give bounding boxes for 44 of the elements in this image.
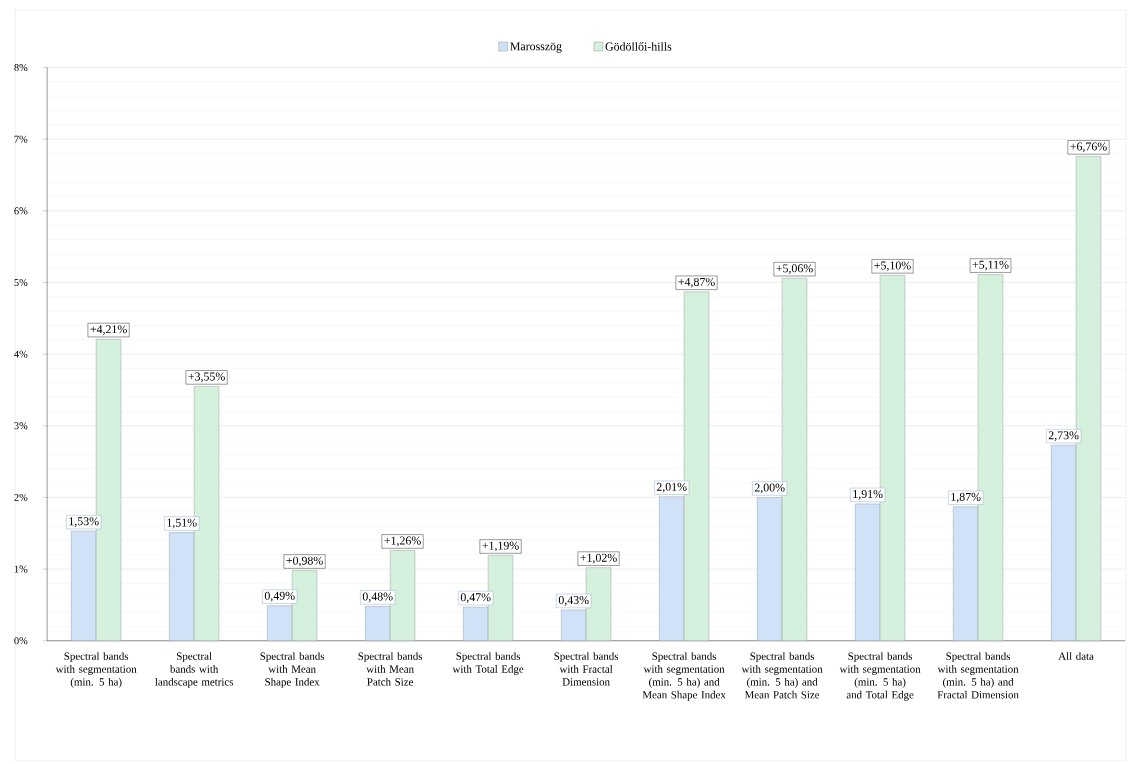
y-tick-label: 6% [14, 207, 28, 215]
x-tick-label: Spectral bands with segmentation (min. 5 ha) and Mean Patch Size [741, 652, 823, 699]
data-label: +5,11% [972, 260, 1009, 271]
data-label: +5,06% [776, 264, 813, 275]
x-tick-label: Spectral bands with segmentation (min. 5 ha) and Fractal Dimension [937, 652, 1019, 699]
y-tick-label: 0% [14, 637, 28, 645]
y-tick-label: 8% [14, 64, 28, 72]
x-tick-label: Spectral bands with Mean Shape Index [260, 652, 325, 688]
x-tick-label: Spectral bands with Fractal Dimension [554, 652, 619, 686]
y-tick-label: 1% [14, 565, 28, 573]
data-label: 1,51% [167, 518, 197, 529]
x-tick-label: Spectral bands with segmentation (min. 5 ha) [55, 652, 137, 688]
data-label: 1,91% [853, 490, 883, 500]
data-label: 0,43% [558, 596, 589, 606]
data-label: +4,21% [90, 325, 127, 335]
legend-label: Marosszög [510, 42, 562, 53]
data-label: +3,55% [188, 372, 225, 383]
data-label: 0,48% [362, 592, 393, 603]
data-label: 1,87% [951, 492, 981, 503]
x-tick-label: Spectral bands with Total Edge [452, 652, 524, 675]
y-tick-label: 3% [14, 422, 28, 430]
data-label: +6,76% [1070, 142, 1107, 153]
y-tick-label: 5% [14, 278, 28, 287]
legend-label: Gödöllői-hills [605, 42, 672, 51]
data-label: +0,98% [286, 556, 323, 567]
data-label: 2,00% [754, 483, 785, 494]
data-label: +1,02% [580, 553, 617, 564]
data-label: +1,26% [384, 536, 421, 547]
x-tick-label: Spectral bands with landscape metrics [155, 652, 234, 688]
data-label: 1,53% [69, 517, 99, 527]
data-label: 2,01% [656, 482, 687, 493]
y-tick-label: 2% [14, 493, 28, 501]
y-tick-label: 4% [14, 350, 28, 358]
y-tick-label: 7% [14, 135, 28, 143]
data-label: 0,49% [264, 591, 295, 602]
data-label: +5,10% [874, 261, 911, 272]
x-tick-label: Spectral bands with Mean Patch Size [358, 652, 423, 686]
data-label: +4,87% [678, 277, 715, 288]
x-tick-label: All data [1058, 652, 1094, 660]
data-label: 2,73% [1048, 431, 1079, 441]
x-tick-label: Spectral bands with segmentation (min. 5 ha) and Total Edge [839, 652, 921, 701]
data-label: +1,19% [482, 541, 519, 552]
data-label: 0,47% [460, 593, 491, 603]
x-tick-label: Spectral bands with segmentation (min. 5 ha) and Mean Shape Index [642, 652, 726, 701]
